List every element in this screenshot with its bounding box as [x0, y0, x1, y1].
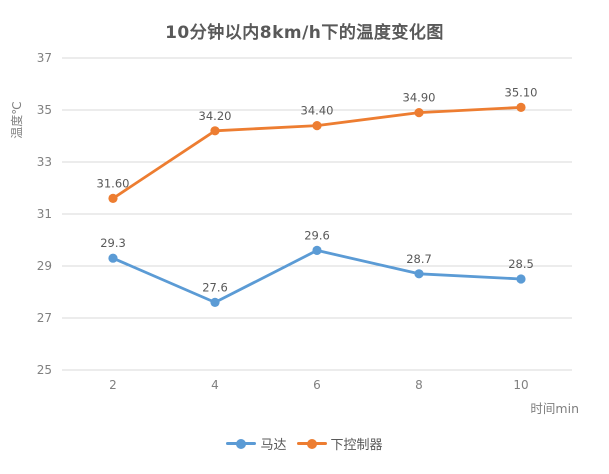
data-point-marker	[516, 274, 526, 284]
series-line-0	[111, 248, 523, 304]
legend-label-motor: 马达	[260, 438, 287, 453]
data-label: 28.5	[508, 257, 534, 271]
data-label: 34.40	[301, 104, 334, 118]
x-axis-title: 时间min	[530, 401, 579, 416]
data-point-marker	[414, 269, 424, 279]
data-label: 34.90	[403, 91, 436, 105]
legend: 马达 下控制器	[0, 434, 609, 453]
data-point-marker	[516, 102, 526, 112]
data-label: 35.10	[505, 85, 538, 99]
y-tick-label: 31	[37, 207, 52, 221]
y-tick-label: 25	[37, 363, 52, 377]
x-tick-label: 10	[513, 378, 528, 392]
data-point-marker	[312, 245, 322, 255]
data-label: 28.7	[406, 252, 432, 266]
x-tick-label: 4	[211, 378, 219, 392]
data-point-marker	[108, 253, 118, 263]
data-point-marker	[108, 193, 118, 203]
x-tick-label: 2	[109, 378, 117, 392]
data-point-marker	[210, 297, 220, 307]
y-tick-label: 37	[37, 51, 52, 65]
data-point-marker	[210, 126, 220, 136]
data-label: 34.20	[199, 109, 232, 123]
y-tick-label: 29	[37, 259, 52, 273]
data-label: 29.6	[304, 228, 330, 242]
legend-item-motor: 马达	[226, 434, 287, 453]
x-tick-label: 8	[415, 378, 423, 392]
data-label: 27.6	[202, 280, 228, 294]
motor-series-marker-icon	[226, 438, 257, 449]
y-tick-label: 33	[37, 155, 52, 169]
data-point-marker	[312, 121, 322, 131]
data-point-marker	[414, 108, 424, 118]
legend-label-lower-controller: 下控制器	[330, 438, 383, 453]
legend-item-lower-controller: 下控制器	[296, 434, 383, 453]
y-tick-label: 27	[37, 311, 52, 325]
data-label: 29.3	[100, 236, 126, 250]
data-label: 31.60	[97, 176, 130, 190]
chart-title: 10分钟以内8km/h下的温度变化图	[165, 23, 444, 43]
x-tick-label: 6	[313, 378, 321, 392]
lower-controller-series-marker-icon	[296, 438, 327, 449]
y-tick-label: 35	[37, 103, 52, 117]
